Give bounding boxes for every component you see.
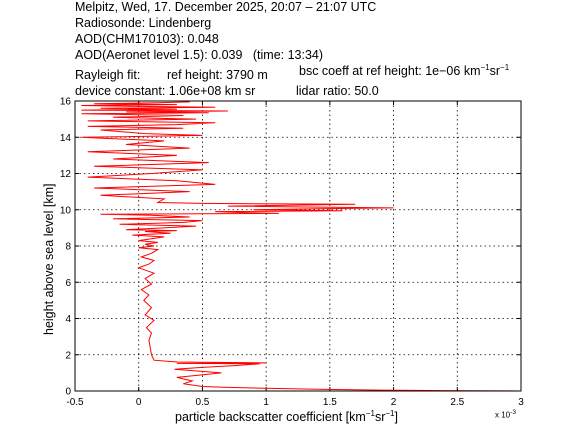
rayleigh-fit-label: Rayleigh fit: <box>75 68 141 82</box>
x-axis-exponent: x 10-3 <box>495 409 516 420</box>
x-exponent-power: -3 <box>510 409 517 416</box>
title-line-aod-chm: AOD(CHM170103): 0.048 <box>75 32 219 46</box>
plot-frame <box>74 100 522 392</box>
y-tick-label: 4 <box>65 314 71 325</box>
bsc-coeff-text: bsc coeff at ref height: 1e−06 km <box>299 64 481 78</box>
y-tick-label: 0 <box>65 387 71 398</box>
x-tick-label: 1 <box>263 397 269 408</box>
x-tick-label: 0.5 <box>195 397 209 408</box>
y-tick-label: 8 <box>65 242 71 253</box>
x-tick-label: 2 <box>391 397 397 408</box>
title-line-location: Melpitz, Wed, 17. December 2025, 20:07 –… <box>75 0 377 14</box>
x-tick-label: -0.5 <box>66 397 84 408</box>
x-tick-label: 3 <box>518 397 524 408</box>
device-constant: device constant: 1.06e+08 km sr <box>75 84 256 98</box>
x-axis-label-mid: sr <box>374 410 386 425</box>
x-axis-label-pre: particle backscatter coefficient [km <box>175 410 366 425</box>
x-tick-label: 0 <box>136 397 142 408</box>
y-tick-label: 6 <box>65 278 71 289</box>
y-tick-label: 12 <box>60 169 72 180</box>
grid-lines <box>75 101 521 391</box>
y-tick-label: 14 <box>60 133 72 144</box>
ref-height: ref height: 3790 m <box>167 68 268 82</box>
x-tick-label: 2.5 <box>450 397 464 408</box>
y-tick-label: 10 <box>60 205 72 216</box>
x-axis-label: particle backscatter coefficient [km−1sr… <box>175 409 398 425</box>
x-axis-label-post: ] <box>394 410 398 425</box>
y-tick-label: 2 <box>65 350 71 361</box>
backscatter-profile-line <box>81 101 522 392</box>
aod-aeronet-value: AOD(Aeronet level 1.5): 0.039 <box>75 48 243 62</box>
aod-aeronet-time: (time: 13:34) <box>252 48 324 62</box>
y-axis-label: height above sea level [km] <box>42 183 56 335</box>
title-line-radiosonde: Radiosonde: Lindenberg <box>75 16 212 30</box>
y-tick-label: 16 <box>60 97 72 108</box>
title-line-aod-aeronet: AOD(Aeronet level 1.5): 0.039 (time: 13:… <box>75 48 323 62</box>
bsc-coeff-ref: bsc coeff at ref height: 1e−06 km−1sr−1 <box>299 62 510 78</box>
x-exponent-base: x 10 <box>495 410 511 420</box>
lidar-ratio: lidar ratio: 50.0 <box>296 84 379 98</box>
x-tick-label: 1.5 <box>323 397 337 408</box>
